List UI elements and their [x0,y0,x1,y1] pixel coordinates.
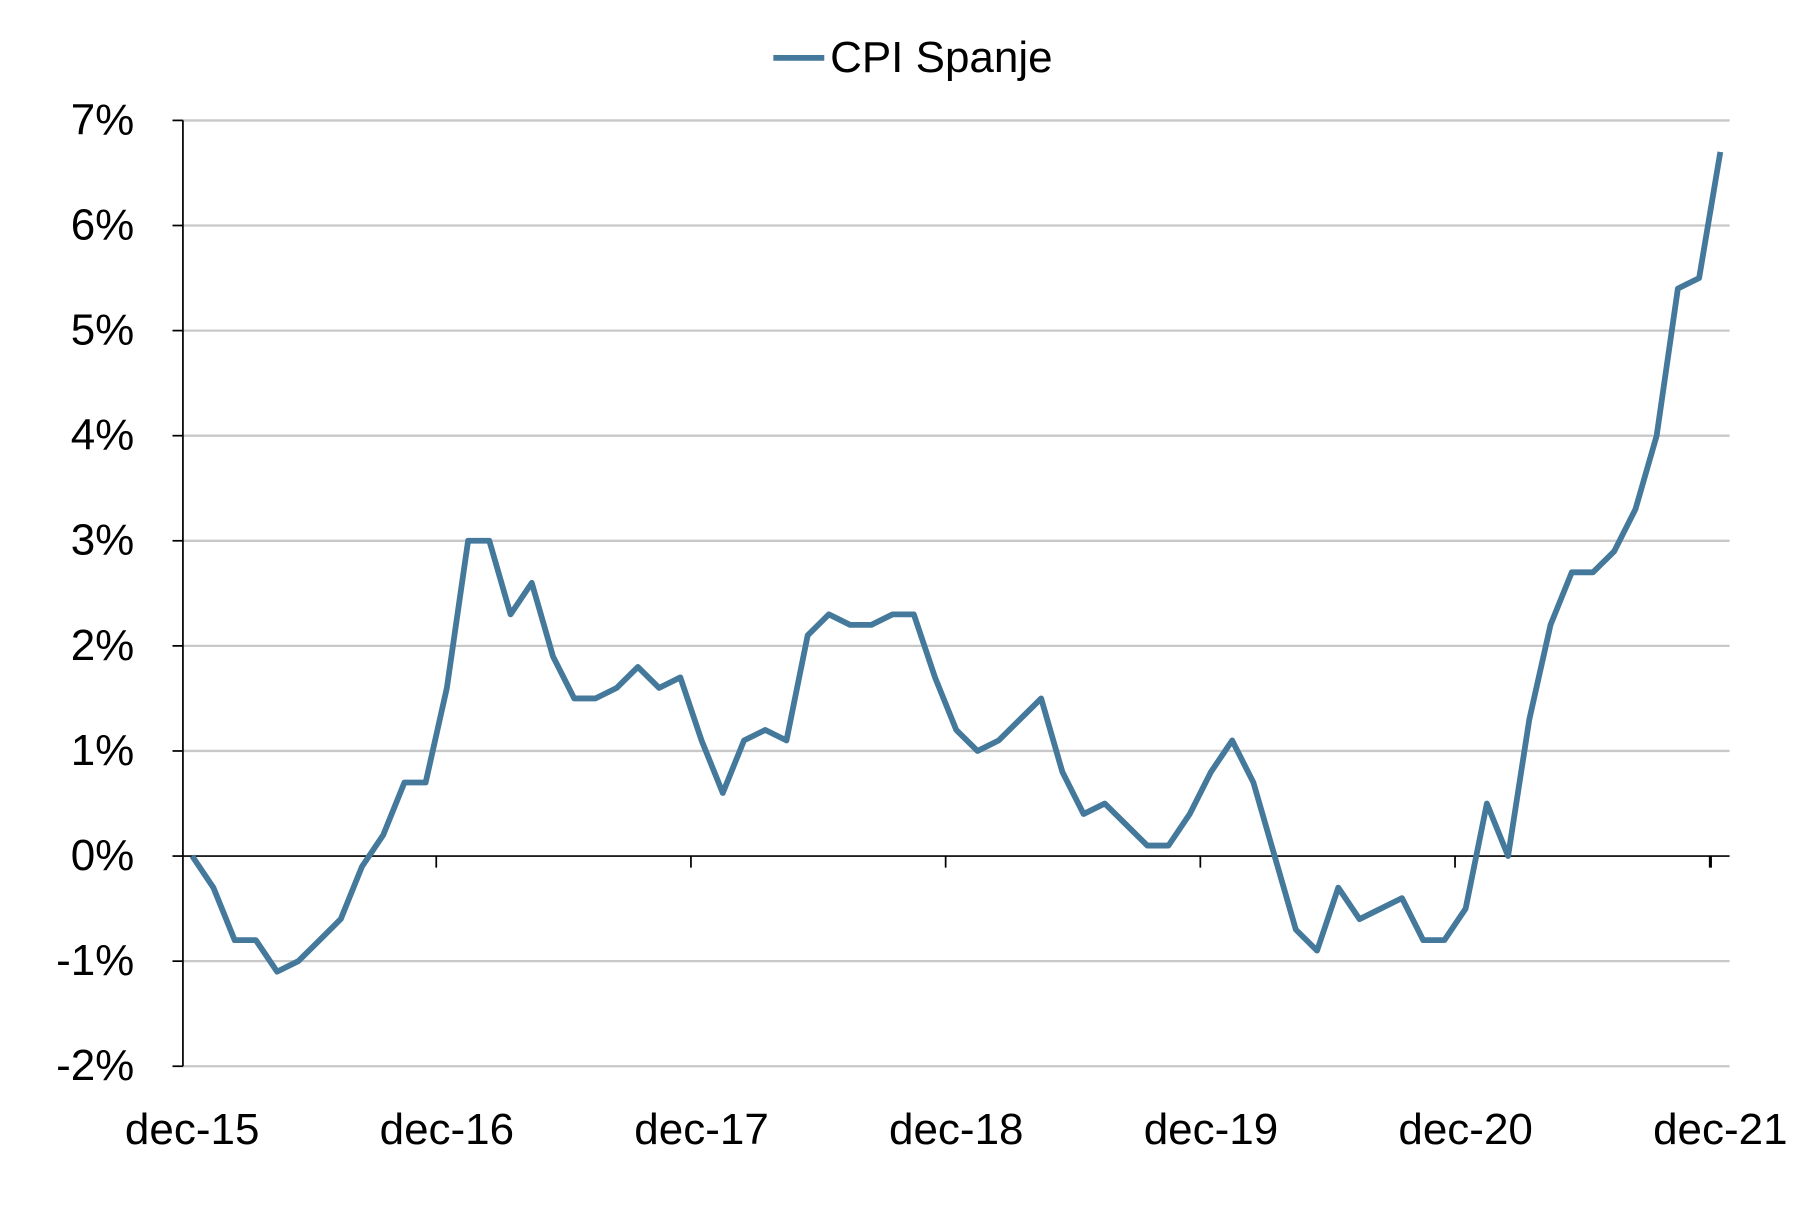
x-tick-label: dec-15 [125,1105,260,1154]
y-tick-label: 7% [71,95,135,144]
x-tick-label: dec-18 [889,1105,1024,1154]
y-tick-label: 6% [71,200,135,249]
y-tick-label: -1% [56,936,134,985]
data-line [189,151,1724,975]
y-tick-label: 1% [71,726,135,775]
y-tick-label: 0% [71,831,135,880]
y-tick-label: 3% [71,516,135,565]
x-tick-label: dec-19 [1144,1105,1279,1154]
x-tick-label: dec-21 [1653,1105,1788,1154]
x-tick-label: dec-16 [380,1105,515,1154]
x-tick-label: dec-17 [634,1105,768,1154]
legend-label: CPI Spanje [830,33,1053,82]
y-tick-label: 4% [71,411,135,460]
y-tick-label: 2% [71,621,135,670]
y-tick-label: -2% [56,1041,134,1090]
y-tick-label: 5% [71,306,135,355]
x-tick-label: dec-20 [1398,1105,1533,1154]
